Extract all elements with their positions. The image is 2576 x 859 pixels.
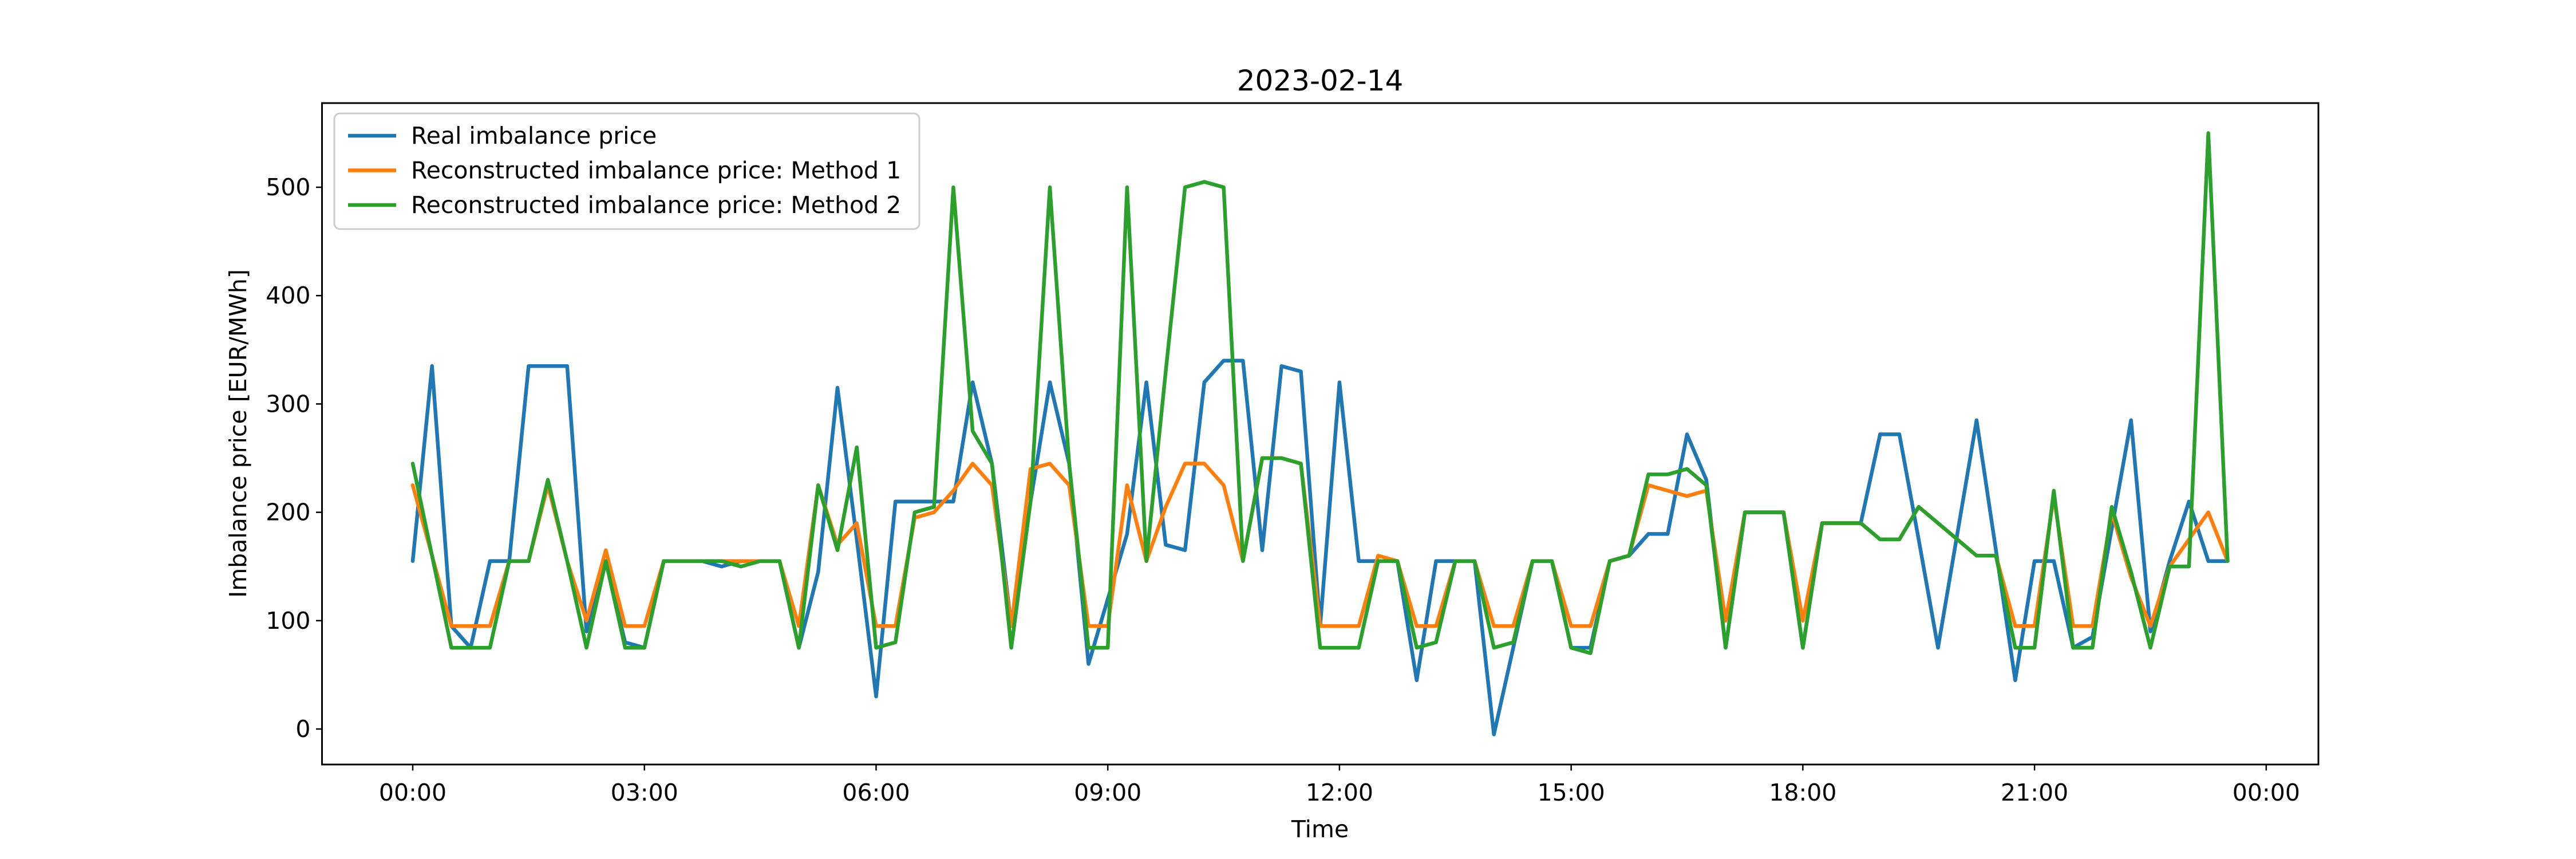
y-tick-label: 200 [266, 499, 310, 526]
y-tick-label: 500 [266, 174, 310, 201]
series-line-2ca02c [410, 131, 2230, 655]
x-tick-label: 00:00 [379, 779, 447, 806]
axis-ticks: 0 100 200 300 400 500 00:00 03:00 06:00 09:00 12:0… [266, 174, 2300, 806]
legend-label-3: Reconstructed imbalance price: Method 2 [411, 191, 901, 219]
x-tick-label: 18:00 [1769, 779, 1836, 806]
legend-label-2: Reconstructed imbalance price: Method 1 [411, 157, 901, 184]
y-tick-label: 100 [266, 607, 310, 635]
y-tick-label: 300 [266, 390, 310, 417]
y-axis-label: Imbalance price [EUR/MWh] [224, 269, 252, 598]
x-tick-label: 12:00 [1306, 779, 1373, 806]
y-tick-label: 0 [295, 715, 310, 743]
legend: Real imbalance price Reconstructed imbala… [333, 112, 920, 230]
x-tick-label: 06:00 [842, 779, 910, 806]
chart-title: 2023-02-14 [1237, 64, 1404, 97]
x-tick-label: 03:00 [611, 779, 678, 806]
data-series [410, 131, 2230, 736]
x-tick-label: 21:00 [2001, 779, 2068, 806]
x-tick-label: 00:00 [2233, 779, 2300, 806]
x-tick-label: 15:00 [1538, 779, 1605, 806]
x-axis-label: Time [1291, 815, 1349, 843]
x-tick-label: 09:00 [1074, 779, 1141, 806]
legend-label-1: Real imbalance price [411, 122, 657, 149]
y-tick-label: 400 [266, 282, 310, 309]
legend-box [333, 112, 920, 230]
